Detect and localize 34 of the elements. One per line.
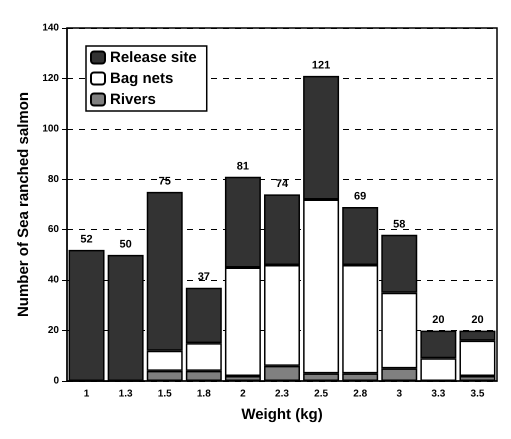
y-tick-label: 140	[42, 22, 60, 34]
total-label: 52	[80, 233, 93, 246]
total-label: 58	[393, 218, 406, 230]
x-tick-label: 2.8	[353, 388, 368, 400]
legend-label: Bag nets	[110, 70, 174, 87]
total-label: 50	[120, 238, 132, 250]
total-label: 69	[354, 190, 366, 203]
total-label: 20	[432, 314, 444, 326]
total-label: 20	[471, 314, 484, 326]
x-axis-title: Weight (kg)	[241, 406, 323, 423]
total-label: 37	[198, 271, 210, 284]
legend-label: Rivers	[110, 91, 156, 108]
total-label: 121	[312, 59, 330, 72]
x-tick-label: 3.3	[431, 388, 446, 400]
x-tick-label: 3	[396, 388, 402, 400]
x-tick-label: 1.3	[118, 388, 134, 400]
y-tick-label: 0	[53, 376, 60, 386]
x-tick-label: 3.5	[470, 388, 485, 400]
x-tick-label: 2.5	[314, 388, 328, 400]
x-tick-label: 1.5	[158, 388, 172, 400]
total-label: 74	[276, 178, 289, 190]
x-tick-label: 1.8	[196, 388, 212, 400]
x-tick-label: 2.3	[275, 388, 290, 400]
y-tick-label: 20	[48, 325, 60, 336]
y-tick-label: 100	[42, 123, 60, 134]
x-tick-label: 1	[84, 388, 90, 400]
total-label: 81	[236, 160, 250, 172]
y-tick-label: 80	[48, 174, 60, 185]
y-tick-label: 120	[42, 72, 60, 84]
y-tick-label: 40	[48, 274, 60, 286]
x-tick-label: 2	[240, 388, 246, 400]
y-axis-title: Number of Sea ranched salmon	[15, 92, 32, 318]
y-tick-label: 60	[48, 224, 60, 236]
legend-label: Release site	[110, 49, 197, 66]
